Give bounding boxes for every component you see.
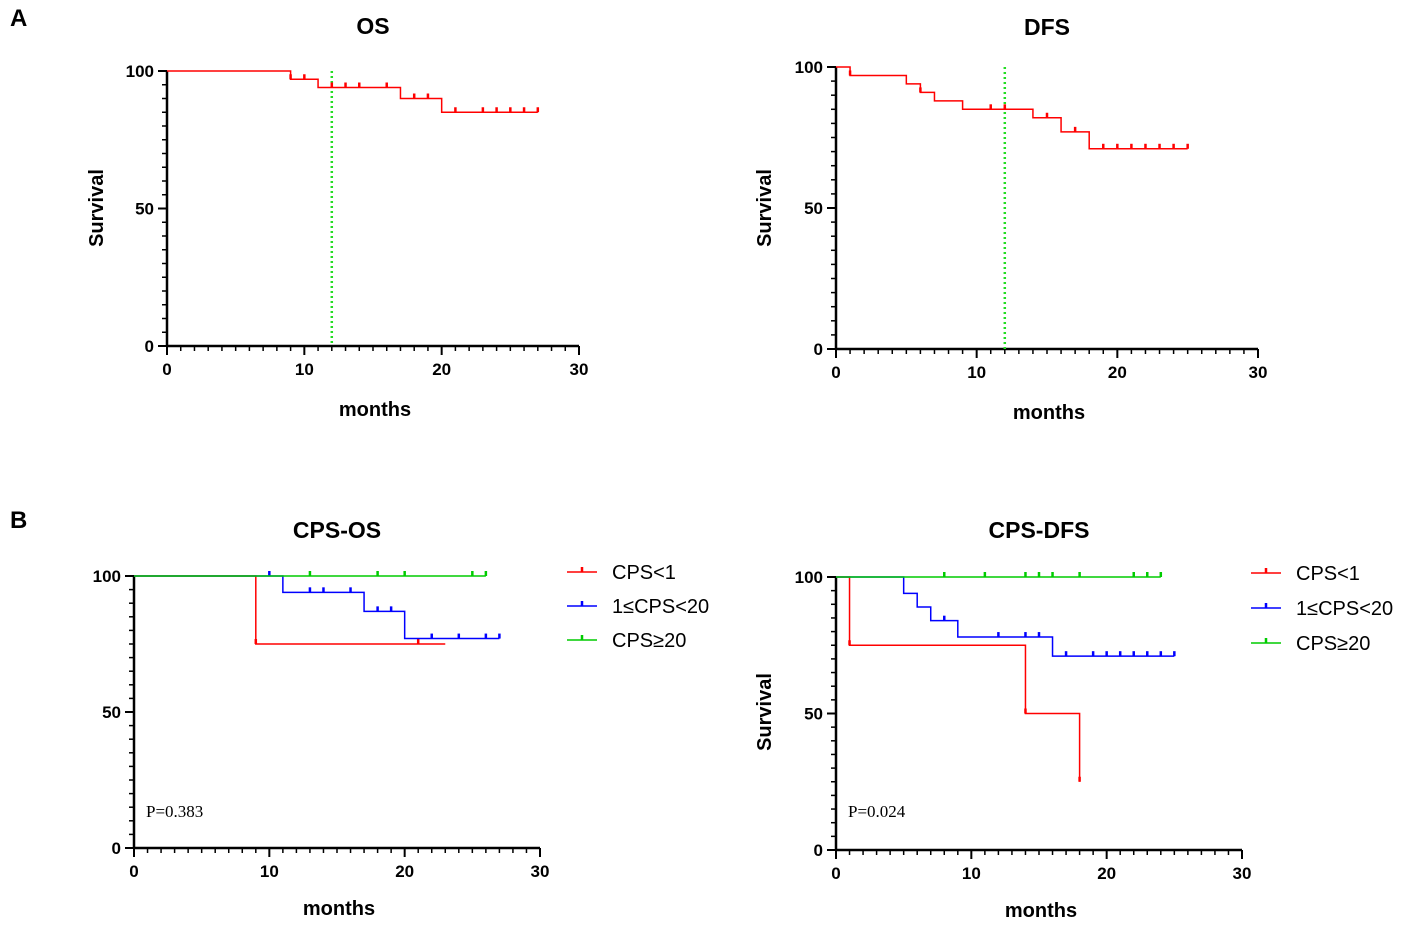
y-axis-title: Survival xyxy=(754,169,776,247)
legend-label: CPS<1 xyxy=(1296,563,1360,585)
legend-label: 1≤CPS<20 xyxy=(1296,598,1393,620)
legend-label: CPS≥20 xyxy=(612,630,686,652)
x-tick-label: 20 xyxy=(1108,363,1127,382)
chart-title: DFS xyxy=(1024,14,1070,40)
y-tick-label: 100 xyxy=(795,568,823,587)
chart-dfs: DFS 0 10 20 30 0 50 100 months Survival xyxy=(754,14,1267,424)
legend-cps-os: CPS<1 1≤CPS<20 CPS≥20 xyxy=(567,562,709,652)
chart-title: CPS-DFS xyxy=(989,517,1090,543)
y-tick-label: 100 xyxy=(795,58,823,77)
x-tick-label: 10 xyxy=(260,862,279,881)
y-tick-label: 50 xyxy=(102,703,121,722)
panel-label-a: A xyxy=(10,5,27,32)
y-tick-label: 0 xyxy=(112,839,121,858)
x-axis-title: months xyxy=(1005,900,1077,922)
x-tick-label: 10 xyxy=(295,360,314,379)
x-axis-title: months xyxy=(1013,402,1085,424)
chart-title: CPS-OS xyxy=(293,517,381,543)
survival-curve-blue xyxy=(134,575,500,640)
y-tick-label: 0 xyxy=(145,337,154,356)
x-tick-label: 30 xyxy=(570,360,589,379)
survival-curve-red xyxy=(167,70,538,113)
x-tick-label: 0 xyxy=(831,363,840,382)
y-tick-label: 100 xyxy=(93,567,121,586)
legend-label: 1≤CPS<20 xyxy=(612,596,709,618)
survival-curve-red xyxy=(836,66,1188,150)
y-tick-label: 0 xyxy=(814,841,823,860)
panel-label-b: B xyxy=(10,507,27,534)
x-axis-title: months xyxy=(339,399,411,421)
chart-cps-os: CPS-OS 0 10 20 30 0 50 100 months P=0.383 xyxy=(93,517,550,920)
y-axis-title: Survival xyxy=(86,169,108,247)
legend-label: CPS≥20 xyxy=(1296,633,1370,655)
x-tick-label: 0 xyxy=(129,862,138,881)
y-tick-label: 50 xyxy=(804,705,823,724)
x-axis-title: months xyxy=(303,898,375,920)
legend-cps-dfs: CPS<1 1≤CPS<20 CPS≥20 xyxy=(1251,563,1393,655)
x-tick-label: 30 xyxy=(1233,864,1252,883)
x-tick-label: 30 xyxy=(1249,363,1268,382)
survival-curve-blue xyxy=(836,576,1175,657)
p-value: P=0.383 xyxy=(146,802,203,821)
survival-curve-red xyxy=(134,575,446,645)
survival-curve-red xyxy=(836,576,1081,782)
y-tick-label: 50 xyxy=(804,199,823,218)
p-value: P=0.024 xyxy=(848,802,906,821)
chart-cps-dfs: CPS-DFS 0 10 20 30 0 50 100 months Survival P=0.02… xyxy=(754,517,1251,922)
x-tick-label: 20 xyxy=(432,360,451,379)
chart-title: OS xyxy=(356,13,389,39)
y-axis-title: Survival xyxy=(754,673,776,751)
x-tick-label: 0 xyxy=(162,360,171,379)
y-tick-label: 100 xyxy=(126,62,154,81)
x-tick-label: 20 xyxy=(395,862,414,881)
chart-os: OS 0 10 20 30 0 50 100 months Survival xyxy=(86,13,588,421)
legend-label: CPS<1 xyxy=(612,562,676,584)
x-tick-label: 30 xyxy=(531,862,550,881)
y-tick-label: 0 xyxy=(814,340,823,359)
x-tick-label: 20 xyxy=(1097,864,1116,883)
y-tick-label: 50 xyxy=(135,200,154,219)
x-tick-label: 10 xyxy=(967,363,986,382)
x-tick-label: 10 xyxy=(962,864,981,883)
x-tick-label: 0 xyxy=(831,864,840,883)
